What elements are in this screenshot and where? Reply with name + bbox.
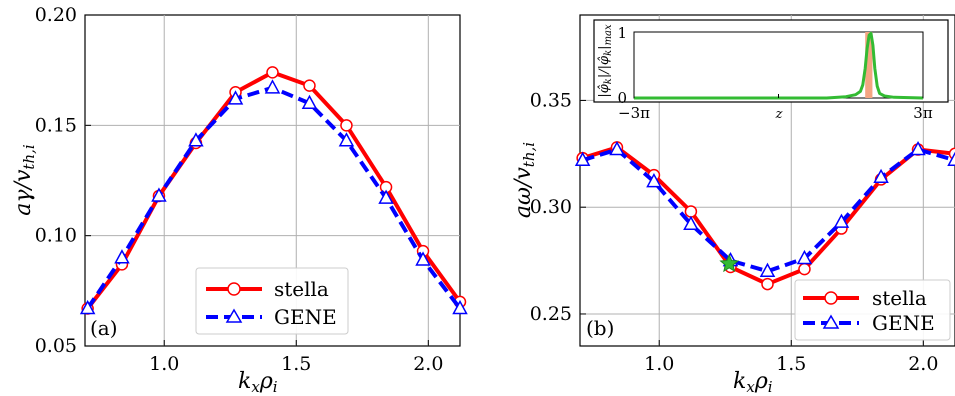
panel-a-frame xyxy=(84,14,461,347)
panel-a: 1.0 1.5 2.0 0.05 0.10 0.15 0.20 stella GENE (a… xyxy=(11,4,468,396)
panel-a-xlabel: kxρi xyxy=(238,369,278,396)
y-tick-label: 0.20 xyxy=(35,4,77,26)
data-point-stella xyxy=(340,119,353,132)
panel-b-label: (b) xyxy=(586,316,614,340)
data-point-gene xyxy=(833,213,850,228)
data-point-gene xyxy=(151,187,167,202)
data-point-gene xyxy=(452,299,468,315)
inset-plot: 1 0 −3π 3π z |φ̂k|/|φ̂k|max xyxy=(593,19,949,122)
x-tick-label: 2.0 xyxy=(908,353,938,375)
x-tick-label: 1.5 xyxy=(281,353,311,375)
y-tick-label: 0.30 xyxy=(530,196,572,218)
inset-curve xyxy=(634,31,924,100)
data-point-gene xyxy=(910,140,926,156)
panel-b-frame xyxy=(579,14,955,347)
legend-stella-marker xyxy=(227,282,241,296)
panel-a-series xyxy=(79,66,468,315)
data-point-gene xyxy=(114,249,130,264)
data-point-gene xyxy=(574,151,591,166)
data-point-stella xyxy=(761,277,774,291)
panel-b-xlabel: kxρi xyxy=(733,369,773,396)
panel-b: 1.0 1.5 2.0 0.25 0.30 0.35 stella GENE (b) kx… xyxy=(511,14,955,396)
data-point-stella xyxy=(798,262,811,276)
legend-gene-marker xyxy=(225,308,243,323)
y-tick-label: 0.15 xyxy=(35,114,77,136)
inset-xlabel: z xyxy=(775,107,783,122)
panel-a-ticks: 1.0 1.5 2.0 0.05 0.10 0.15 0.20 xyxy=(35,4,444,375)
inset-frame xyxy=(593,19,949,103)
data-point-stella xyxy=(303,79,316,92)
inset-ytick-1: 1 xyxy=(617,24,627,42)
data-point-gene xyxy=(759,262,776,278)
data-point-gene xyxy=(796,249,813,265)
legend-stella-label: stella xyxy=(274,277,329,301)
legend-gene-label: GENE xyxy=(274,305,337,329)
data-point-gene xyxy=(683,215,699,231)
data-point-gene xyxy=(301,94,318,110)
legend-gene-label: GENE xyxy=(872,311,935,335)
panel-b-series xyxy=(574,140,955,291)
inset-highlight-band xyxy=(865,32,873,98)
y-tick-label: 0.35 xyxy=(530,89,572,111)
panel-b-ticks: 1.0 1.5 2.0 0.25 0.30 0.35 xyxy=(530,89,939,375)
data-point-gene xyxy=(264,79,281,94)
x-tick-label: 1.0 xyxy=(644,353,674,375)
legend-stella-label: stella xyxy=(872,286,927,310)
panel-b-legend: stella GENE xyxy=(794,279,951,341)
inset-xtick-0: −3π xyxy=(618,104,650,122)
data-point-gene xyxy=(646,172,662,188)
y-tick-label: 0.25 xyxy=(530,303,572,325)
data-point-gene xyxy=(188,132,204,147)
series-line-gene xyxy=(582,147,955,274)
x-tick-label: 1.0 xyxy=(149,353,179,375)
y-tick-label: 0.05 xyxy=(35,335,77,357)
panel-a-label: (a) xyxy=(90,316,118,340)
data-point-gene xyxy=(873,168,889,184)
panel-a-ylabel: aγ/vth,i xyxy=(11,144,38,216)
legend-stella-marker xyxy=(824,291,838,305)
inset-content xyxy=(633,31,924,100)
data-point-gene xyxy=(338,132,355,147)
y-tick-label: 0.10 xyxy=(35,225,77,247)
inset-xtick-1: 3π xyxy=(913,104,933,122)
x-tick-label: 2.0 xyxy=(413,353,443,375)
data-point-gene xyxy=(609,140,625,156)
panel-a-legend: stella GENE xyxy=(195,267,349,335)
inset-ytick-0: 0 xyxy=(617,89,627,107)
data-point-gene xyxy=(79,299,96,315)
data-point-gene xyxy=(415,251,431,266)
data-point-stella xyxy=(684,205,698,218)
data-point-gene xyxy=(947,151,955,166)
highlight-star xyxy=(719,253,740,273)
legend-gene-marker xyxy=(822,314,840,329)
data-point-gene xyxy=(227,90,244,105)
data-point-stella xyxy=(266,66,279,79)
x-tick-label: 1.5 xyxy=(776,353,806,375)
panel-b-ylabel: aω/vth,i xyxy=(511,142,538,218)
data-point-gene xyxy=(378,189,394,204)
